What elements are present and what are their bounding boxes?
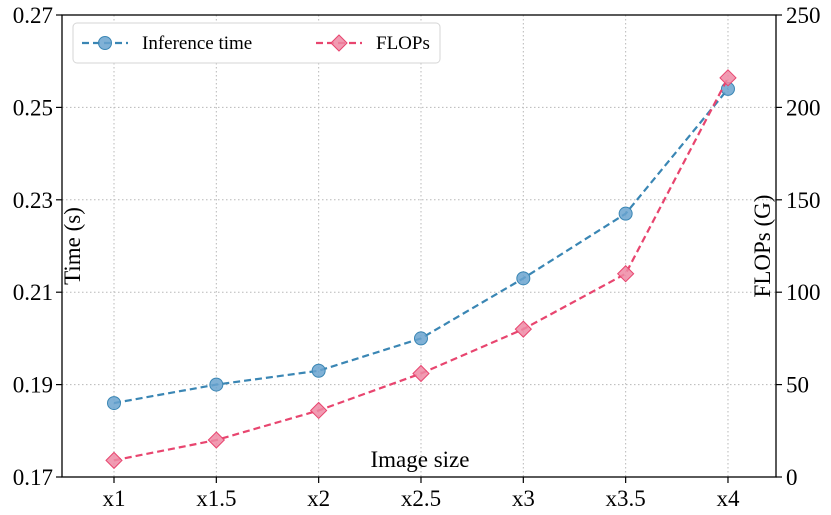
x-tick-label: x3.5: [606, 486, 646, 511]
data-point-inference-time: [413, 331, 428, 346]
y-right-tick-label: 200: [786, 95, 821, 120]
legend-label-inference-time: Inference time: [142, 33, 252, 54]
x-tick-label: x1: [103, 486, 126, 511]
y-left-tick-label: 0.17: [13, 465, 53, 490]
y-left-tick-label: 0.27: [13, 3, 53, 28]
data-point-inference-time: [107, 396, 121, 411]
x-tick-label: x1.5: [196, 486, 236, 511]
y-axis-title-left: Time (s): [60, 207, 85, 285]
data-point-flops: [412, 364, 430, 383]
y-right-tick-label: 50: [786, 373, 809, 398]
legend: Inference time FLOPs: [72, 22, 441, 64]
data-point-flops: [207, 431, 226, 449]
y-right-tick-label: 0: [786, 465, 798, 490]
y-right-tick-label: 250: [786, 3, 821, 28]
data-point-inference-time: [516, 271, 531, 286]
x-tick-label: x2: [307, 486, 330, 511]
data-point-flops: [719, 69, 737, 87]
plot-series: [105, 69, 737, 470]
y-right-tick-label: 100: [786, 280, 821, 305]
y-axis-title-right: FLOPs (G): [750, 195, 775, 298]
data-point-inference-time: [209, 377, 224, 392]
data-point-flops: [105, 451, 123, 470]
legend-box: [72, 22, 441, 64]
x-axis-title: Image size: [371, 447, 470, 472]
axis-ticks: x1 x1.5 x2 x2.5 x3 x3.5 x4 0.17 0.19 0.21 0.23 0.25…: [13, 3, 821, 511]
x-tick-label: x2.5: [401, 486, 441, 511]
y-right-tick-label: 150: [786, 188, 821, 213]
data-point-inference-time: [311, 363, 326, 378]
data-point-flops: [309, 401, 328, 420]
y-left-tick-label: 0.19: [13, 373, 53, 398]
y-left-tick-label: 0.21: [13, 280, 53, 305]
y-left-tick-label: 0.25: [13, 95, 53, 120]
plot-frame: [61, 14, 777, 478]
legend-label-flops: FLOPs: [376, 33, 430, 54]
data-point-flops: [616, 265, 635, 283]
y-left-tick-label: 0.23: [13, 188, 53, 213]
grid-lines: [62, 14, 776, 478]
data-point-inference-time: [618, 206, 633, 221]
x-tick-label: x4: [716, 486, 740, 511]
x-tick-label: x3: [512, 486, 535, 511]
legend-marker-flops: [330, 34, 348, 52]
data-point-flops: [514, 320, 533, 338]
legend-marker-inference-time: [98, 36, 112, 50]
